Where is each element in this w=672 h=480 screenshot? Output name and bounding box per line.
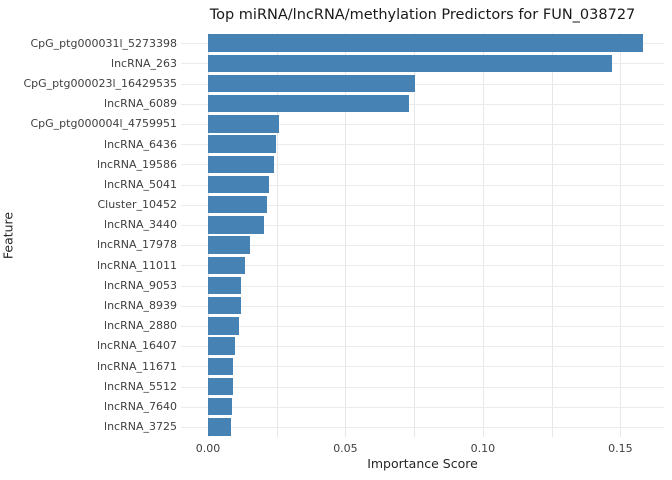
h-gridline	[181, 123, 664, 125]
bar	[208, 155, 274, 174]
y-tick-label: lncRNA_16407	[97, 339, 177, 353]
y-tick-label: lncRNA_9053	[104, 278, 177, 292]
y-tick-label: lncRNA_5041	[104, 177, 177, 191]
x-tick-label: 0.05	[333, 442, 358, 455]
h-gridline	[181, 366, 664, 368]
bar	[208, 337, 235, 355]
y-tick-label: lncRNA_6089	[104, 97, 177, 111]
v-gridline	[551, 33, 553, 437]
y-tick-label: CpG_ptg000004l_4759951	[30, 117, 177, 131]
bar	[208, 296, 241, 315]
y-tick-label: lncRNA_2880	[104, 319, 177, 333]
h-gridline	[181, 386, 664, 388]
h-gridline	[181, 285, 664, 287]
bar	[208, 54, 612, 73]
v-gridline	[345, 33, 347, 437]
chart-title: Top miRNA/lncRNA/methylation Predictors …	[209, 7, 636, 23]
h-gridline	[181, 305, 664, 307]
v-gridline	[482, 33, 484, 437]
y-tick-label: Cluster_10452	[97, 198, 177, 212]
bar	[208, 175, 270, 194]
y-tick-label: lncRNA_3725	[104, 420, 177, 434]
v-gridline	[276, 33, 278, 437]
bar	[208, 135, 276, 153]
h-gridline	[181, 184, 664, 186]
bar	[208, 357, 234, 376]
h-gridline	[181, 325, 664, 327]
bar	[208, 276, 242, 295]
h-gridline	[181, 224, 664, 226]
y-tick-label: lncRNA_3440	[104, 218, 177, 232]
bar	[208, 418, 232, 436]
bar	[208, 397, 233, 416]
h-gridline	[181, 83, 664, 85]
y-tick-label: lncRNA_11671	[97, 359, 177, 373]
v-gridline	[620, 33, 622, 437]
y-tick-label: lncRNA_5512	[104, 379, 177, 393]
h-gridline	[181, 406, 664, 408]
plot-area	[181, 33, 664, 437]
v-gridline	[414, 33, 416, 437]
bar	[208, 256, 246, 275]
h-gridline	[181, 164, 664, 166]
x-tick-label: 0.10	[470, 442, 496, 455]
v-gridline	[208, 33, 209, 437]
y-tick-labels: CpG_ptg000031l_5273398 lncRNA_263 CpG_ptg0…	[0, 33, 177, 437]
y-tick-label: lncRNA_263	[111, 56, 177, 70]
h-gridline	[181, 346, 664, 348]
bar	[208, 377, 234, 396]
bar	[208, 195, 268, 214]
h-gridline	[181, 204, 664, 206]
x-tick-label: 0.15	[608, 442, 633, 455]
h-gridline	[181, 245, 664, 247]
h-gridline	[181, 265, 664, 267]
bar	[208, 74, 415, 93]
y-tick-label: lncRNA_17978	[97, 238, 177, 252]
y-tick-label: lncRNA_6436	[104, 137, 177, 151]
y-tick-label: lncRNA_7640	[104, 399, 177, 413]
bar	[208, 236, 251, 254]
y-tick-label: lncRNA_8939	[104, 299, 177, 313]
bar	[208, 94, 409, 113]
bar	[208, 34, 643, 52]
y-tick-label: lncRNA_11011	[97, 258, 177, 272]
y-tick-label: CpG_ptg000031l_5273398	[30, 36, 177, 50]
h-gridline	[181, 144, 664, 146]
bar	[208, 115, 279, 133]
x-axis-label: Importance Score	[367, 456, 478, 471]
x-tick-label: 0.00	[195, 442, 221, 455]
bar	[208, 317, 240, 335]
h-gridline	[181, 103, 664, 105]
bar	[208, 216, 265, 234]
h-gridline	[181, 426, 664, 428]
y-tick-label: CpG_ptg000023l_16429535	[23, 76, 177, 90]
y-tick-label: lncRNA_19586	[97, 157, 177, 171]
